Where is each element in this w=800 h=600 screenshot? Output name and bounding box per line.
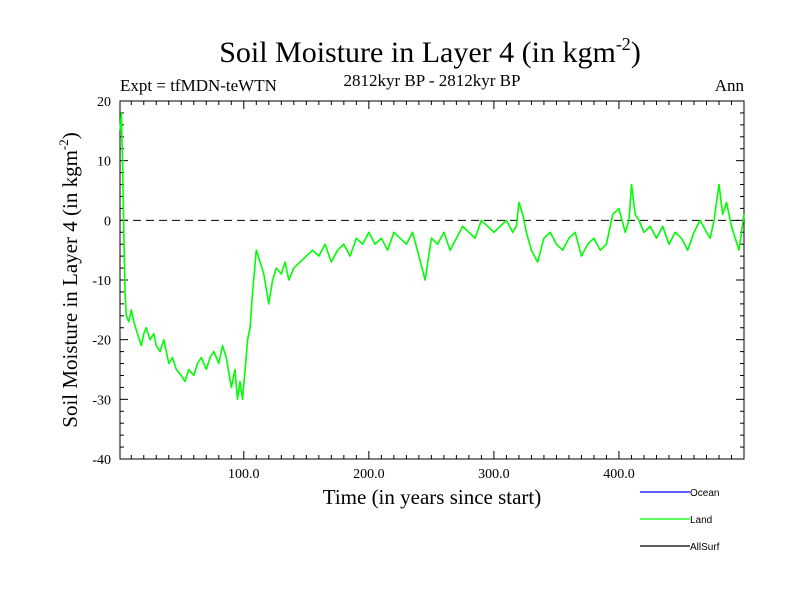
plot-frame (119, 100, 745, 460)
season-label: Ann (715, 76, 745, 95)
chart-title-superscript: -2 (616, 34, 631, 54)
y-axis: -40 -30 -20 -10 0 10 20 (92, 95, 744, 468)
y-tick-label: -40 (92, 453, 111, 468)
chart-title-tail: ) (631, 36, 641, 69)
y-tick-label: -30 (92, 393, 111, 408)
legend: Ocean Land AllSurf (640, 488, 720, 553)
x-tick-label: 400.0 (603, 467, 635, 482)
y-axis-label-superscript: -2 (56, 139, 71, 150)
y-tick-label: 20 (97, 95, 111, 110)
series-line-land (119, 112, 745, 401)
y-tick-label: 0 (104, 214, 111, 229)
x-tick-label: 300.0 (478, 467, 510, 482)
chart-title-text: Soil Moisture in Layer 4 (in kgm (219, 36, 616, 69)
y-axis-label-tail: ) (58, 132, 82, 139)
time-range-label: 2812kyr BP - 2812kyr BP (344, 71, 521, 90)
y-axis-label: Soil Moisture in Layer 4 (in kgm-2) (56, 132, 82, 427)
y-tick-label: 10 (97, 155, 111, 170)
legend-label-land: Land (690, 515, 712, 526)
x-tick-label: 200.0 (353, 467, 385, 482)
legend-label-allsurf: AllSurf (690, 542, 720, 553)
y-tick-label: -20 (92, 334, 111, 349)
y-axis-label-text: Soil Moisture in Layer 4 (in kgm (58, 150, 82, 428)
x-axis: 100.0 200.0 300.0 400.0 (130, 101, 745, 482)
y-tick-label: -10 (92, 274, 111, 289)
x-axis-label: Time (in years since start) (323, 485, 542, 509)
x-tick-label: 100.0 (228, 467, 260, 482)
experiment-label: Expt = tfMDN-teWTN (120, 76, 277, 95)
series-group (119, 112, 745, 401)
chart-title: Soil Moisture in Layer 4 (in kgm-2) (219, 34, 641, 69)
legend-label-ocean: Ocean (690, 488, 719, 499)
